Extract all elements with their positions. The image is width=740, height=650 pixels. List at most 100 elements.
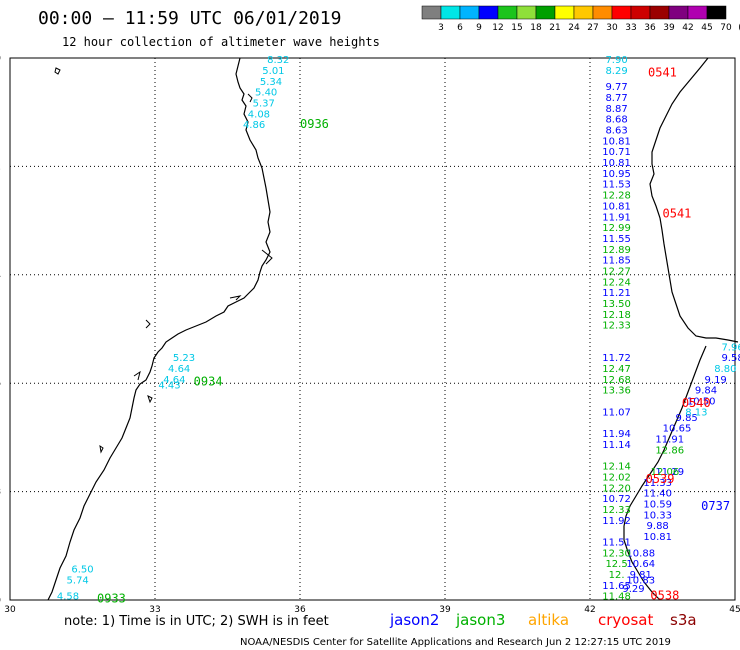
colorbar-label: 21 bbox=[549, 23, 560, 33]
coast-detail-4 bbox=[145, 319, 151, 329]
swh-label-jason3: 12.5 bbox=[605, 559, 627, 570]
colorbar-label: 45 bbox=[701, 23, 712, 33]
swh-label-jason3: 11.48 bbox=[602, 592, 631, 603]
axis-ticks: 30 33 36 39 42 45 -20 -22 -24 -26 -28 -30 bbox=[0, 54, 740, 615]
y-tick-label: -20 bbox=[0, 54, 1, 64]
x-tick-label: 45 bbox=[729, 605, 740, 615]
swh-label-jason3: 12.89 bbox=[602, 245, 631, 256]
footer-note: note: 1) Time is in UTC; 2) SWH is in fe… bbox=[64, 614, 329, 629]
colorbar-label: 30 bbox=[606, 23, 618, 33]
pass-time-jason2: 0737 bbox=[701, 499, 730, 513]
swh-label-jason3: 12.30 bbox=[602, 548, 631, 559]
legend-jason2: jason2 bbox=[389, 611, 439, 629]
swh-label-jason2: 11.92 bbox=[602, 516, 631, 527]
coast-detail-1 bbox=[247, 93, 253, 103]
colorbar-swatch bbox=[630, 5, 651, 20]
swh-label-jason3: 12.24 bbox=[602, 277, 631, 288]
swh-label-jason2: 10.81 bbox=[643, 532, 672, 543]
swh-label-jason2: 11.14 bbox=[602, 440, 631, 451]
y-tick-label: -30 bbox=[0, 596, 1, 606]
swh-label-altika: 4.43 bbox=[158, 380, 180, 391]
swh-label-jason3: 12.99 bbox=[602, 223, 631, 234]
swh-label-jason2: 9.88 bbox=[647, 521, 669, 532]
swh-label-jason2: 9.85 bbox=[676, 413, 698, 424]
swh-label-altika: 8.32 bbox=[267, 55, 289, 66]
swh-label-altika: 4.86 bbox=[243, 120, 265, 131]
swh-label-altika: 4.64 bbox=[163, 375, 185, 386]
x-tick-label: 36 bbox=[294, 605, 306, 615]
swh-label-altika: 8.80 bbox=[714, 364, 736, 375]
swh-label-jason3: 12.18 bbox=[602, 310, 631, 321]
plot-frame bbox=[9, 57, 736, 601]
data-labels: 9.778.778.878.688.6310.8110.7110.8110.95… bbox=[57, 55, 740, 605]
swh-label-jason2: 11.72 bbox=[602, 353, 631, 364]
swh-label-altika: 7.96 bbox=[721, 342, 740, 353]
legend-jason3: jason3 bbox=[455, 611, 505, 629]
coast-detail-2 bbox=[261, 249, 273, 265]
pass-time-cryosat: 0541 bbox=[663, 206, 692, 220]
pass-time-jason3: 0933 bbox=[97, 591, 126, 605]
x-tick-label: 33 bbox=[149, 605, 160, 615]
swh-label-altika: 5.40 bbox=[255, 88, 277, 99]
colorbar-label: 3 bbox=[438, 23, 444, 33]
swh-label-altika: 8.13 bbox=[685, 407, 707, 418]
swh-label-jason3: 12.27 bbox=[602, 266, 631, 277]
chart-title: 00:00 – 11:59 UTC 06/01/2019 bbox=[38, 8, 341, 29]
colorbar-swatch bbox=[535, 5, 556, 20]
swh-label-jason2: 10.88 bbox=[626, 548, 655, 559]
colorbar-swatch bbox=[687, 5, 708, 20]
swh-label-altika: 4.08 bbox=[248, 109, 270, 120]
footer-credit: NOAA/NESDIS Center for Satellite Applica… bbox=[240, 637, 671, 648]
colorbar-label: 27 bbox=[587, 23, 598, 33]
satellite-legend: jason2 jason3 altika cryosat s3a bbox=[389, 611, 697, 629]
island-small bbox=[54, 67, 61, 75]
colorbar-swatch bbox=[649, 5, 670, 20]
swh-label-jason2: 11.65 bbox=[602, 581, 631, 592]
colorbar-label: (ft) bbox=[738, 23, 740, 33]
pass-time-cryosat: 0540 bbox=[682, 396, 711, 410]
swh-label-jason2: 10.50 bbox=[687, 397, 716, 408]
colorbar-label: 12 bbox=[492, 23, 503, 33]
swh-label-jason2: 8.77 bbox=[605, 93, 627, 104]
swh-label-jason2: 11.51 bbox=[602, 537, 631, 548]
colorbar-swatch bbox=[421, 5, 442, 20]
colorbar-swatch bbox=[592, 5, 613, 20]
swh-label-altika: 5.34 bbox=[260, 77, 282, 88]
colorbar-label: 70 bbox=[720, 23, 732, 33]
y-tick-label: -26 bbox=[0, 379, 1, 389]
swh-label-jason2: 9.29 bbox=[622, 584, 644, 595]
swh-label-jason2: 9.19 bbox=[705, 375, 727, 386]
legend-s3a: s3a bbox=[670, 611, 697, 629]
swh-label-jason3: 12.47 bbox=[602, 364, 631, 375]
swh-label-jason2: 11.94 bbox=[602, 429, 631, 440]
chart-subtitle: 12 hour collection of altimeter wave hei… bbox=[62, 35, 380, 49]
swh-label-altika: 6.50 bbox=[71, 565, 93, 576]
swh-label-jason2: 9.58 bbox=[721, 353, 740, 364]
colorbar-swatch bbox=[497, 5, 518, 20]
swh-label-jason2: 9.81 bbox=[630, 570, 652, 581]
swh-label-jason2: 8.68 bbox=[605, 115, 627, 126]
colorbar-swatch bbox=[459, 5, 480, 20]
swh-label-jason3: 12.68 bbox=[602, 375, 631, 386]
colorbar-swatch bbox=[516, 5, 537, 20]
y-tick-label: -22 bbox=[0, 162, 1, 172]
swh-label-jason2: 10.65 bbox=[663, 424, 692, 435]
x-tick-label: 42 bbox=[584, 605, 595, 615]
madagascar-coastline bbox=[649, 57, 739, 343]
swh-label-altika: 5.23 bbox=[173, 353, 195, 364]
swh-label-jason2: 8.63 bbox=[605, 126, 627, 137]
swh-label-jason2: 11.07 bbox=[602, 407, 631, 418]
swh-label-jason3: 12.20 bbox=[602, 483, 631, 494]
swh-label-jason2: 10.83 bbox=[626, 575, 655, 586]
swh-label-jason3: 13.50 bbox=[602, 299, 631, 310]
x-tick-label: 30 bbox=[4, 605, 16, 615]
legend-altika: altika bbox=[528, 611, 569, 629]
swh-label-jason2: 10.33 bbox=[643, 510, 672, 521]
swh-label-jason2: 11.91 bbox=[655, 434, 684, 445]
colorbar-label: 6 bbox=[457, 23, 463, 33]
pass-time-jason3: 0936 bbox=[300, 117, 329, 131]
colorbar-swatch bbox=[440, 5, 461, 20]
